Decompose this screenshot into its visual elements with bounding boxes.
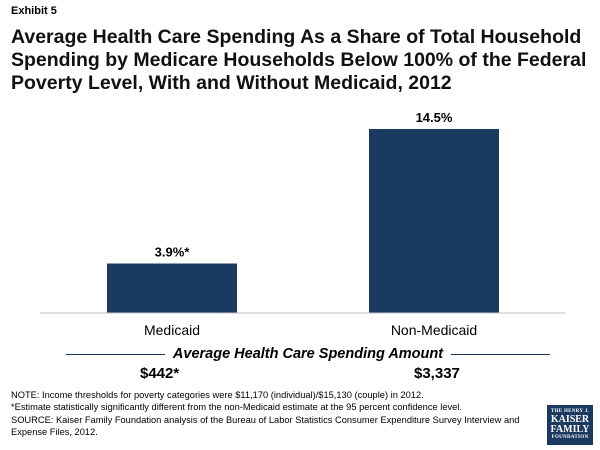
kaiser-logo: THE HENRY J. KAISER FAMILY FOUNDATION bbox=[547, 405, 593, 445]
bar-non-medicaid bbox=[369, 129, 499, 313]
significance-note: *Estimate statistically significantly di… bbox=[11, 402, 462, 413]
bar-medicaid bbox=[107, 263, 237, 313]
non-medicaid-amount: $3,337 bbox=[414, 365, 460, 382]
divider-line-right bbox=[451, 353, 550, 355]
source-note: SOURCE: Kaiser Family Foundation analysi… bbox=[11, 414, 520, 437]
note-line: NOTE: Income thresholds for poverty cate… bbox=[11, 390, 424, 400]
spending-heading: Average Health Care Spending Amount bbox=[172, 346, 444, 362]
bar-chart: 3.9%* Medicaid 14.5% Non-Medicaid bbox=[40, 110, 565, 338]
exhibit-label: Exhibit 5 bbox=[11, 5, 57, 17]
medicaid-amount: $442* bbox=[140, 365, 180, 382]
category-label-medicaid: Medicaid bbox=[144, 322, 200, 338]
spending-heading-row: Average Health Care Spending Amount bbox=[66, 344, 550, 364]
data-label-medicaid: 3.9%* bbox=[155, 245, 191, 260]
divider-line-left bbox=[66, 353, 165, 355]
data-label-non-medicaid: 14.5% bbox=[416, 110, 453, 125]
footnotes: NOTE: Income thresholds for poverty cate… bbox=[11, 389, 541, 438]
chart-title: Average Health Care Spending As a Share … bbox=[11, 26, 587, 94]
category-label-non-medicaid: Non-Medicaid bbox=[391, 322, 477, 338]
